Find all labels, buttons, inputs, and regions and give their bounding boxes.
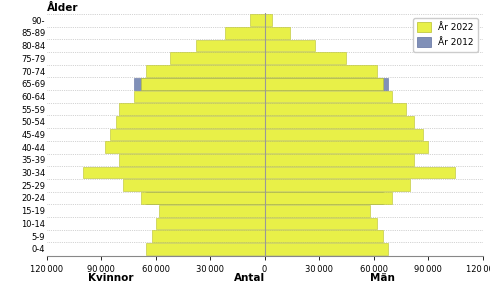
Text: Kvinnor: Kvinnor — [88, 273, 133, 283]
Bar — [265, 243, 388, 255]
Bar — [170, 52, 265, 64]
Bar — [265, 205, 370, 217]
Bar — [265, 179, 410, 191]
Bar — [265, 116, 414, 128]
Bar — [196, 40, 265, 51]
Bar — [265, 27, 290, 39]
Bar — [224, 27, 265, 39]
Bar — [156, 218, 265, 229]
Bar — [110, 129, 265, 140]
Bar — [265, 78, 383, 90]
Bar — [265, 129, 423, 140]
Text: Män: Män — [370, 273, 394, 283]
Bar — [105, 141, 265, 153]
Bar — [119, 103, 265, 115]
Legend: År 2022, År 2012: År 2022, År 2012 — [413, 18, 478, 51]
Bar — [134, 91, 265, 102]
Bar — [265, 192, 392, 204]
Bar — [141, 192, 265, 204]
Bar — [116, 116, 265, 128]
Bar — [250, 14, 265, 26]
Bar — [159, 205, 265, 217]
Bar — [83, 167, 265, 178]
Bar — [265, 14, 272, 26]
Bar — [265, 91, 392, 102]
Bar — [123, 179, 265, 191]
Bar — [147, 65, 265, 77]
Text: Ålder: Ålder — [47, 3, 78, 13]
Bar — [119, 154, 265, 166]
Bar — [265, 141, 428, 153]
Bar — [265, 230, 383, 242]
Bar — [265, 103, 406, 115]
Bar — [265, 52, 346, 64]
Bar — [265, 154, 414, 166]
Bar — [147, 243, 265, 255]
Bar — [265, 167, 455, 178]
Bar — [141, 78, 265, 90]
Bar — [134, 78, 265, 90]
Bar — [152, 230, 265, 242]
Bar — [265, 218, 377, 229]
Bar — [147, 192, 265, 204]
Bar — [265, 78, 388, 90]
Bar — [265, 192, 383, 204]
Text: Antal: Antal — [234, 273, 266, 283]
Bar — [265, 65, 377, 77]
Bar — [265, 40, 316, 51]
